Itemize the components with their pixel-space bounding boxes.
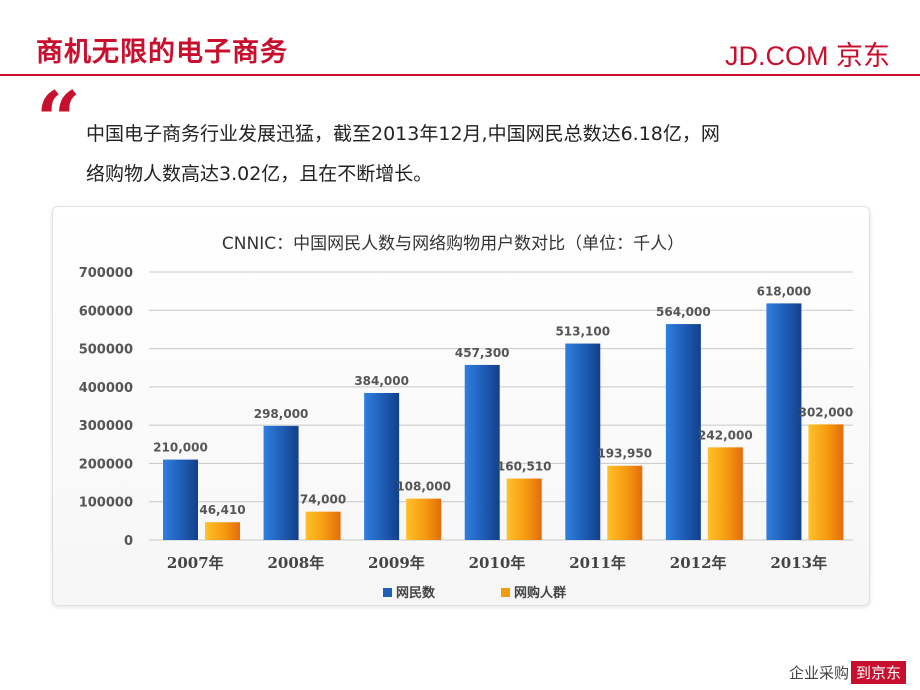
bar [766,303,802,540]
data-label: 210,000 [153,441,208,455]
data-label: 298,000 [254,407,309,421]
data-label: 302,000 [799,405,854,419]
header-divider [0,74,920,76]
y-tick-label: 500000 [79,343,133,358]
bar [808,424,844,540]
footer-prefix: 企业采购 [788,664,849,682]
page-title: 商机无限的电子商务 [36,37,288,68]
y-tick-label: 300000 [79,419,133,434]
data-label: 513,100 [555,325,610,339]
bar [565,343,601,540]
chart-title: CNNIC：中国网民人数与网络购物用户数对比（单位：千人） [222,234,684,254]
x-tick-label: 2010年 [469,554,526,572]
bar [607,465,643,540]
data-label: 242,000 [698,428,753,442]
y-tick-label: 700000 [79,266,133,281]
x-tick-label: 2009年 [368,554,425,572]
quote-paragraph: 中国电子商务行业发展迅猛，截至2013年12月,中国网民总数达6.18亿，网 络… [86,114,846,194]
bar [305,511,341,540]
x-tick-label: 2012年 [670,554,727,572]
bar [205,522,240,540]
data-label: 46,410 [199,503,245,517]
data-label: 108,000 [396,480,451,494]
bar [163,459,198,540]
bar-chart: CNNIC：中国网民人数与网络购物用户数对比（单位：千人） 0 100000 200… [79,234,854,601]
x-tick-label: 2011年 [569,554,626,572]
y-tick-label: 600000 [79,304,133,319]
data-label: 74,000 [300,493,346,507]
legend-label: 网购人群 [514,585,566,601]
data-label: 160,510 [497,460,552,474]
data-label: 193,950 [597,447,652,461]
y-tick-label: 400000 [79,381,133,396]
y-tick-label: 0 [124,534,133,549]
legend-label: 网民数 [396,585,436,601]
quote-line-1: 中国电子商务行业发展迅猛，截至2013年12月,中国网民总数达6.18亿，网 [86,123,720,145]
bar [665,324,701,540]
bar [464,364,500,540]
y-tick-label: 200000 [79,457,133,472]
footer-tagline: 企业采购 到京东 [789,661,906,684]
quote-line-2: 络购物人数高达3.02亿，且在不断增长。 [86,163,433,185]
bar [263,425,299,540]
quote-mark-icon: “ [36,75,81,166]
y-tick-label: 100000 [79,496,133,511]
legend-swatch [501,588,510,597]
legend-swatch [383,588,392,597]
data-label: 618,000 [757,284,812,298]
chart-panel: CNNIC：中国网民人数与网络购物用户数对比（单位：千人） 0 100000 200… [52,206,870,606]
bar [364,392,400,540]
bar [406,498,442,540]
bar [707,447,743,540]
footer-badge: 到京东 [850,661,906,684]
x-tick-label: 2013年 [770,554,827,572]
data-label: 384,000 [354,374,409,388]
data-label: 564,000 [656,305,711,319]
jd-logo: JD.COM 京东 [725,41,890,71]
bar [506,478,542,540]
x-tick-label: 2008年 [267,554,324,572]
x-tick-label: 2007年 [167,554,224,572]
data-label: 457,300 [455,346,510,360]
